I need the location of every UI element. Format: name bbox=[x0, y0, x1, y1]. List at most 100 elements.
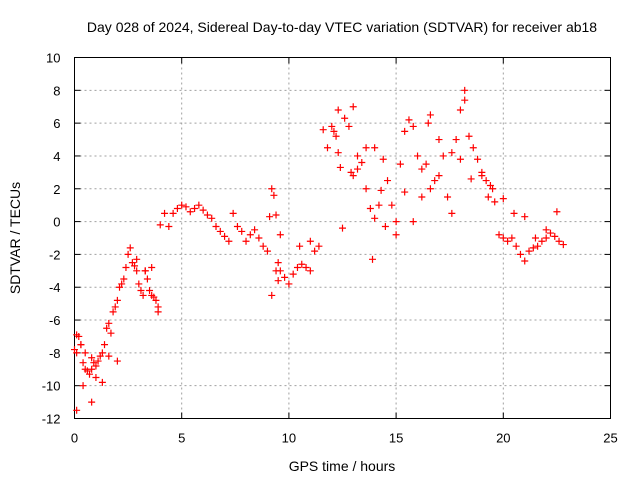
y-tick-label: -6 bbox=[49, 313, 61, 328]
data-point bbox=[133, 267, 141, 275]
data-point bbox=[409, 218, 417, 226]
data-point bbox=[137, 287, 145, 295]
data-point bbox=[212, 223, 220, 231]
data-point bbox=[422, 160, 430, 168]
data-point bbox=[208, 214, 216, 222]
data-point bbox=[347, 168, 355, 176]
data-point bbox=[289, 270, 297, 278]
data-point bbox=[146, 287, 154, 295]
data-point bbox=[285, 280, 293, 288]
data-point bbox=[113, 357, 121, 365]
data-point bbox=[334, 106, 342, 114]
x-tick-label: 20 bbox=[496, 431, 510, 446]
data-point bbox=[173, 204, 181, 212]
data-point bbox=[270, 191, 278, 199]
data-point bbox=[81, 349, 89, 357]
data-point bbox=[469, 144, 477, 152]
data-point bbox=[444, 193, 452, 201]
y-tick-label: -2 bbox=[49, 247, 61, 262]
data-point bbox=[401, 188, 409, 196]
data-point bbox=[88, 354, 96, 362]
data-point bbox=[246, 231, 254, 239]
data-point bbox=[306, 237, 314, 245]
data-point bbox=[199, 206, 207, 214]
data-point bbox=[456, 106, 464, 114]
data-point bbox=[165, 223, 173, 231]
data-point bbox=[448, 209, 456, 217]
data-point bbox=[131, 262, 139, 270]
data-point bbox=[339, 224, 346, 232]
data-point bbox=[508, 234, 516, 242]
data-point bbox=[555, 237, 563, 245]
data-point bbox=[435, 172, 443, 180]
data-point bbox=[401, 127, 409, 135]
data-point bbox=[366, 204, 374, 212]
data-point bbox=[510, 209, 518, 217]
data-point bbox=[405, 116, 413, 124]
data-point bbox=[521, 213, 529, 221]
y-tick-label: -4 bbox=[49, 280, 61, 295]
data-point bbox=[354, 165, 362, 173]
data-point bbox=[302, 264, 310, 272]
data-point bbox=[272, 211, 280, 219]
y-tick-label: 10 bbox=[46, 51, 60, 66]
data-point bbox=[392, 218, 400, 226]
data-point bbox=[148, 291, 156, 299]
data-point bbox=[328, 122, 336, 130]
data-point bbox=[414, 152, 422, 160]
plot-frame bbox=[74, 57, 611, 419]
data-point bbox=[293, 264, 301, 272]
y-axis-label: SDTVAR / TECUs bbox=[7, 182, 23, 294]
data-point bbox=[504, 237, 512, 245]
data-point bbox=[109, 308, 117, 316]
data-point bbox=[512, 242, 520, 250]
data-point bbox=[274, 277, 282, 285]
data-point bbox=[465, 132, 473, 140]
data-point bbox=[169, 209, 177, 217]
data-point bbox=[118, 280, 126, 288]
data-point bbox=[431, 177, 439, 185]
data-point bbox=[332, 132, 340, 140]
data-point bbox=[439, 152, 447, 160]
data-point bbox=[546, 229, 554, 237]
data-point bbox=[107, 329, 115, 337]
data-point bbox=[88, 398, 96, 406]
data-point bbox=[73, 331, 81, 339]
data-point bbox=[529, 244, 537, 252]
data-point bbox=[345, 122, 353, 130]
y-tick-label: -8 bbox=[49, 346, 61, 361]
chart-title: Day 028 of 2024, Sidereal Day-to-day VTE… bbox=[87, 19, 597, 35]
data-point bbox=[392, 231, 400, 239]
data-point bbox=[101, 341, 109, 349]
data-point bbox=[225, 237, 233, 245]
data-point bbox=[233, 223, 241, 231]
data-point bbox=[73, 406, 81, 414]
y-tick-label: 6 bbox=[53, 116, 60, 131]
data-point bbox=[489, 185, 497, 193]
data-point bbox=[251, 226, 259, 234]
data-point bbox=[461, 96, 469, 104]
data-point bbox=[375, 201, 383, 209]
data-point bbox=[491, 198, 499, 206]
data-point bbox=[435, 136, 443, 144]
x-tick-label: 15 bbox=[389, 431, 403, 446]
data-point bbox=[111, 303, 119, 311]
data-point bbox=[276, 231, 284, 239]
data-point bbox=[456, 155, 464, 163]
data-point bbox=[559, 241, 567, 249]
data-point bbox=[396, 160, 404, 168]
data-point bbox=[88, 365, 96, 373]
data-point bbox=[341, 114, 349, 122]
data-point bbox=[296, 242, 304, 250]
data-point bbox=[94, 357, 102, 365]
axis-ticks bbox=[74, 57, 611, 419]
data-point bbox=[531, 234, 539, 242]
data-point bbox=[195, 201, 203, 209]
data-point bbox=[126, 244, 134, 252]
grid-lines bbox=[74, 57, 611, 419]
data-point bbox=[553, 208, 561, 216]
data-point bbox=[551, 232, 559, 240]
data-point bbox=[242, 237, 250, 245]
data-point bbox=[124, 250, 132, 258]
